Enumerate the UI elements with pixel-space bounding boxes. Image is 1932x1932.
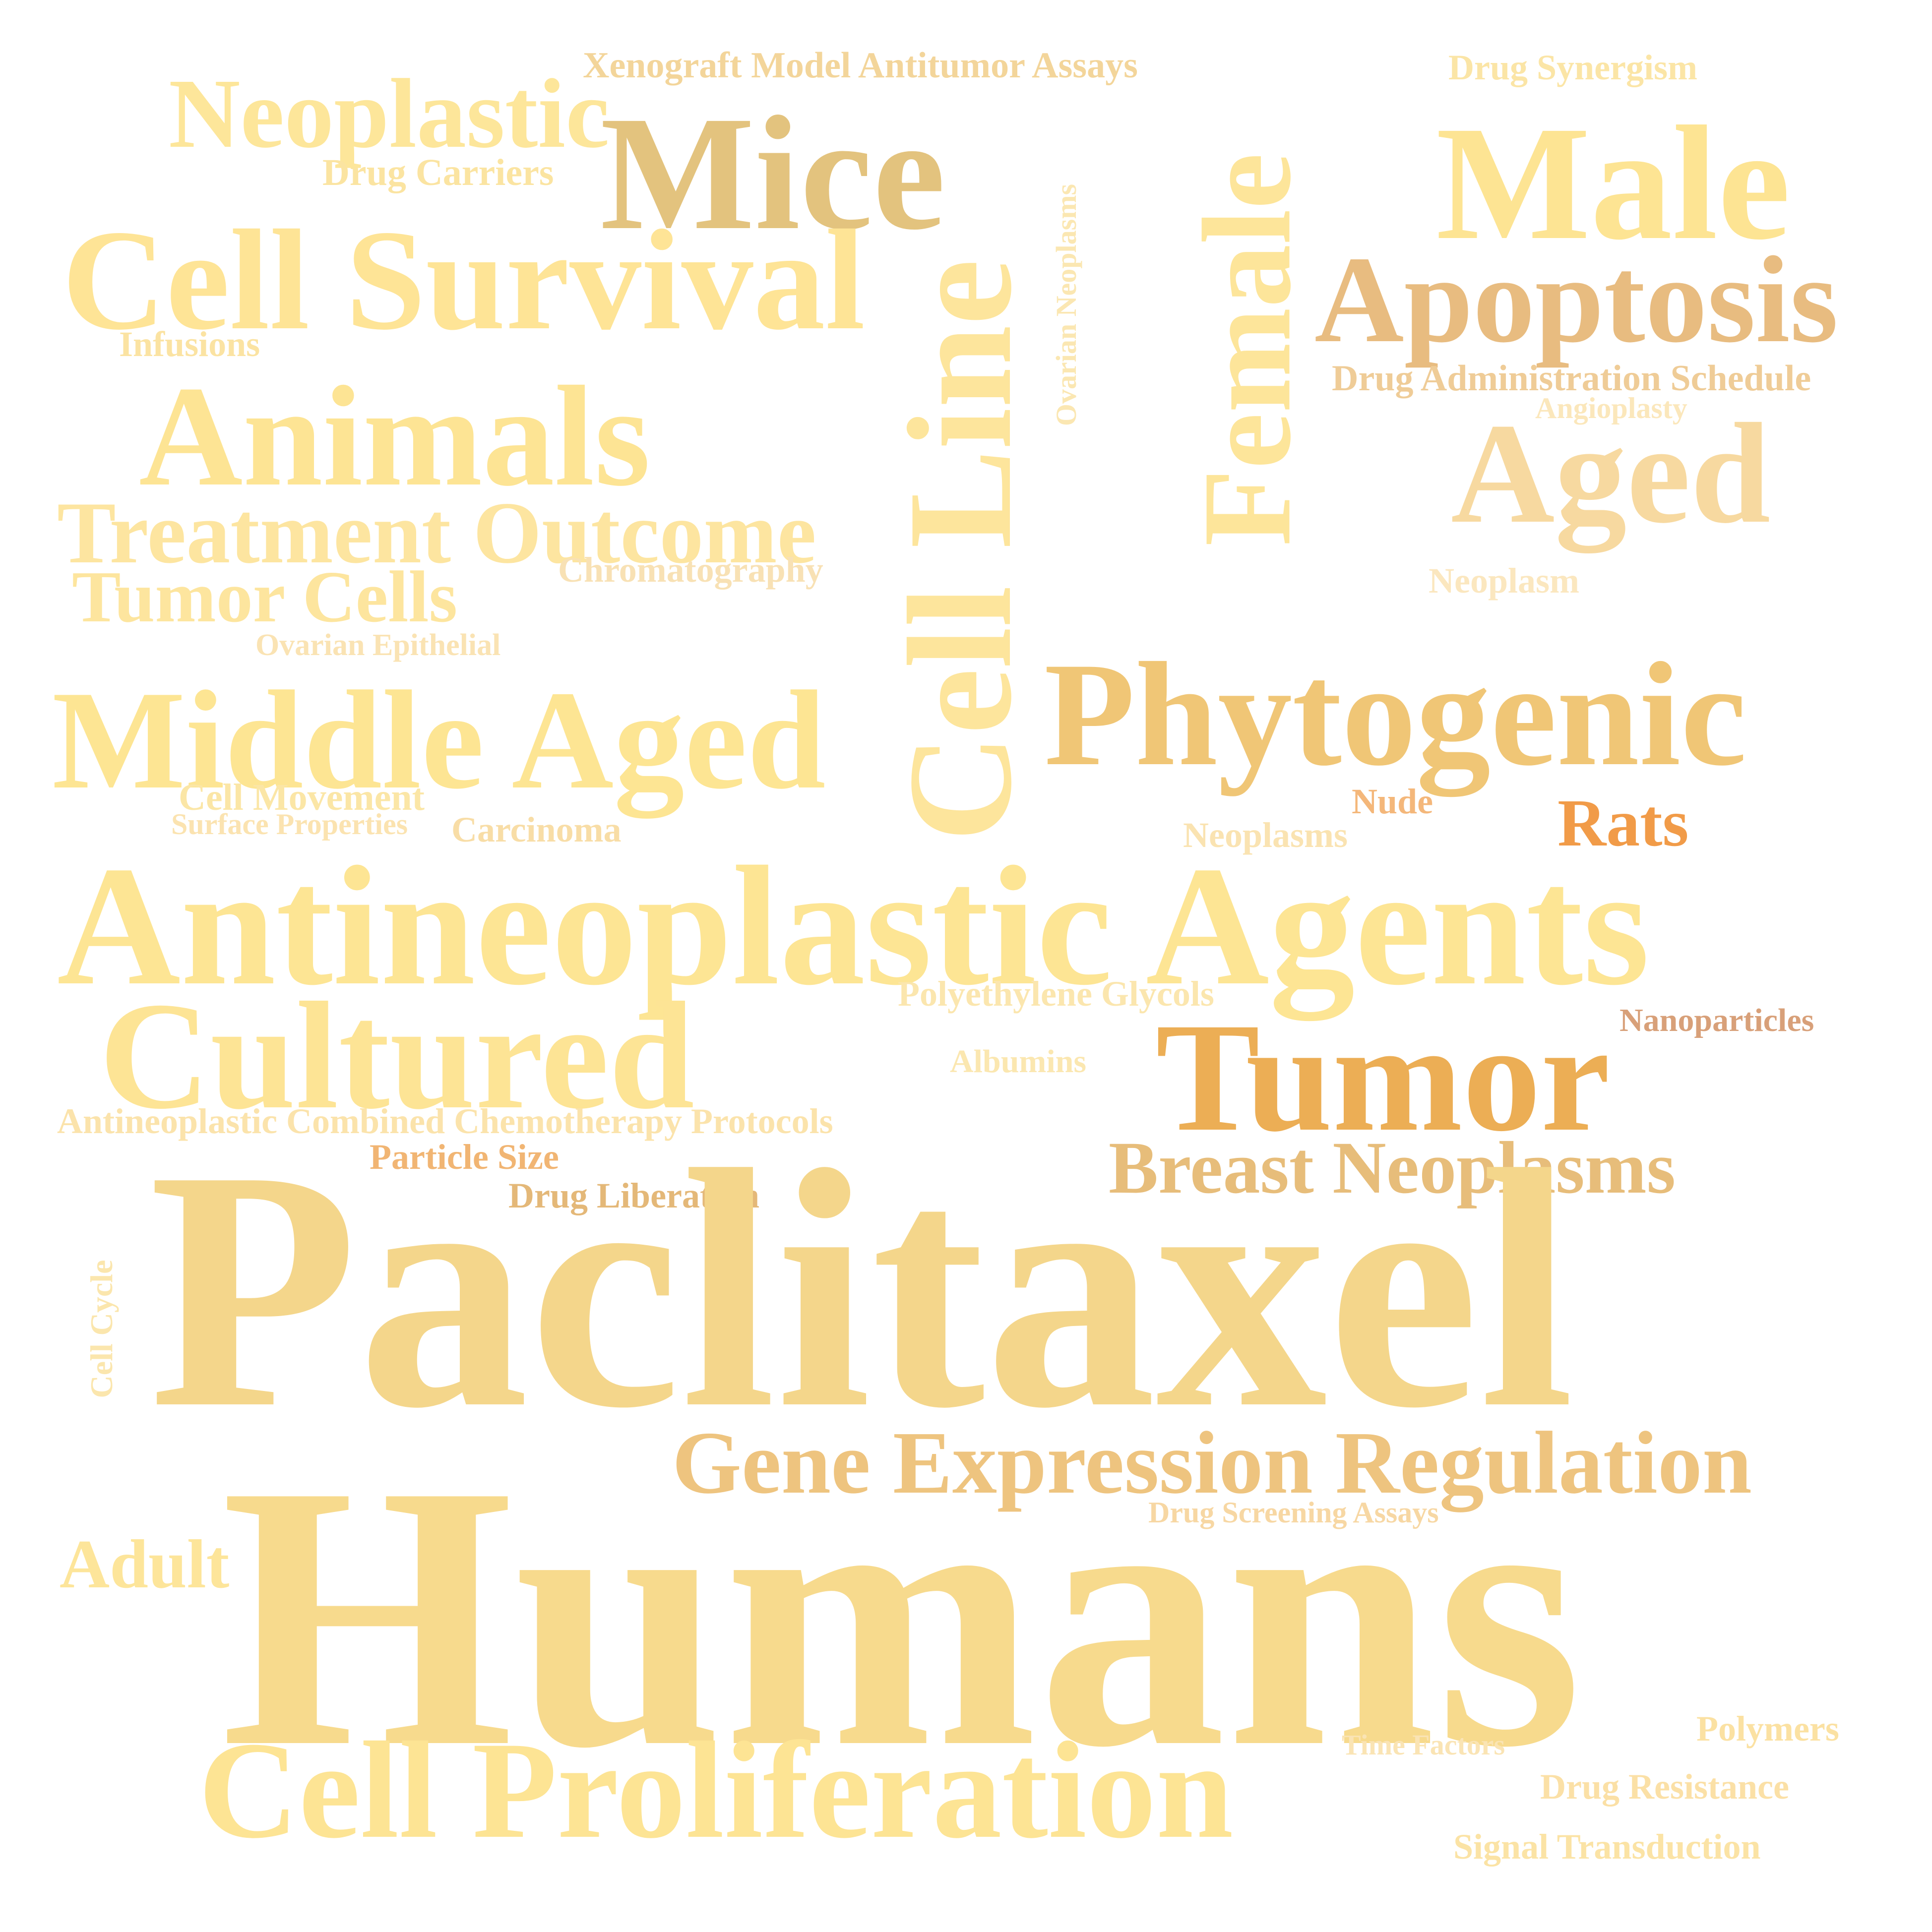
word-neoplasm: Neoplasm	[1429, 561, 1579, 601]
word-neoplasms: Neoplasms	[1183, 815, 1348, 855]
word-polyethylene-glycols: Polyethylene Glycols	[898, 974, 1214, 1014]
word-drug-screening-assays: Drug Screening Assays	[1148, 1496, 1439, 1529]
word-tumor-cells: Tumor Cells	[72, 556, 458, 638]
word-adult: Adult	[60, 1526, 230, 1603]
word-ovarian-epithelial: Ovarian Epithelial	[255, 628, 501, 662]
word-cell-line: Cell Line	[877, 259, 1042, 842]
word-drug-liberation: Drug Liberation	[508, 1176, 760, 1215]
word-mice: Mice	[600, 83, 946, 264]
word-albumins: Albumins	[950, 1043, 1087, 1080]
word-chromatography: Chromatography	[558, 550, 823, 590]
word-drug-resistance: Drug Resistance	[1540, 1767, 1789, 1807]
word-polymers: Polymers	[1696, 1709, 1839, 1749]
word-cultured: Cultured	[99, 971, 695, 1141]
word-phytogenic: Phytogenic	[1044, 632, 1747, 796]
word-nanoparticles: Nanoparticles	[1620, 1002, 1814, 1038]
word-ovarian-neoplasms: Ovarian Neoplasms	[1050, 183, 1082, 426]
word-drug-synergism: Drug Synergism	[1448, 48, 1697, 87]
word-cell-proliferation: Cell Proliferation	[198, 1713, 1234, 1867]
word-tumor: Tumor	[1156, 991, 1611, 1164]
word-humans: Humans	[221, 1408, 1583, 1825]
word-neoplastic: Neoplastic	[169, 59, 610, 169]
word-drug-administration-schedule: Drug Administration Schedule	[1332, 358, 1811, 399]
word-antineoplastic-agents: Antineoplastic Agents	[57, 831, 1650, 1021]
word-middle-aged: Middle Aged	[52, 662, 826, 818]
word-time-factors: Time Factors	[1342, 1729, 1505, 1761]
word-rats: Rats	[1558, 786, 1689, 860]
word-carcinoma: Carcinoma	[451, 810, 622, 849]
word-xenograft-model-antitumor-assays: Xenograft Model Antitumor Assays	[583, 45, 1138, 86]
word-nude: Nude	[1352, 782, 1433, 821]
word-animals: Animals	[139, 357, 651, 516]
word-cell-cycle: Cell Cycle	[84, 1260, 119, 1398]
word-gene-expression-regulation: Gene Expression Regulation	[672, 1413, 1752, 1512]
word-breast-neoplasms: Breast Neoplasms	[1109, 1127, 1676, 1209]
word-male: Male	[1436, 93, 1791, 274]
word-treatment-outcome: Treatment Outcome	[57, 483, 816, 582]
word-paclitaxel: Paclitaxel	[149, 1100, 1574, 1479]
word-drug-carriers: Drug Carriers	[322, 152, 554, 193]
word-apoptosis: Apoptosis	[1314, 231, 1838, 368]
word-angioplasty: Angioplasty	[1535, 392, 1687, 424]
word-antineoplastic-combined-chemotherapy-protocols: Antineoplastic Combined Chemotherapy Pro…	[57, 1101, 833, 1141]
word-cell-movement: Cell Movement	[179, 777, 425, 818]
word-particle-size: Particle Size	[370, 1137, 559, 1177]
word-signal-transduction: Signal Transduction	[1453, 1827, 1761, 1867]
word-aged: Aged	[1451, 394, 1771, 553]
word-infusions: Infusions	[119, 324, 260, 364]
word-surface-properties: Surface Properties	[171, 808, 408, 841]
word-female: Female	[1177, 153, 1317, 546]
word-cell-survival: Cell Survival	[62, 200, 866, 360]
